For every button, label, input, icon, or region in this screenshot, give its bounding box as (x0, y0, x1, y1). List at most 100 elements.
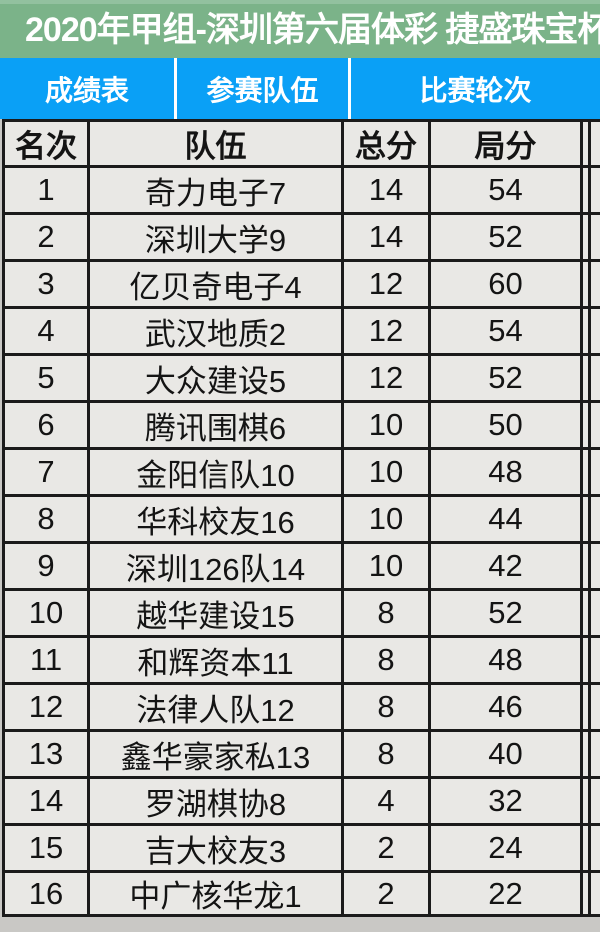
game-score-cell: 32 (428, 779, 583, 823)
team-cell: 大众建设5 (87, 356, 341, 400)
team-column-header: 队伍 (87, 122, 341, 165)
cutoff-column-stub (588, 215, 600, 259)
game-score-cell: 46 (428, 685, 583, 729)
total-score-column-header: 总分 (341, 122, 428, 165)
team-cell: 法律人队12 (87, 685, 341, 729)
rank-cell: 16 (2, 873, 87, 914)
total-score-cell: 14 (341, 168, 428, 212)
tab-match-rounds[interactable]: 比赛轮次 (351, 58, 600, 119)
table-row: 14 罗湖棋协8 4 32 (2, 776, 600, 823)
table-row: 16 中广核华龙1 2 22 (2, 870, 600, 917)
rank-cell: 5 (2, 356, 87, 400)
column-gap (583, 732, 588, 776)
column-gap (583, 591, 588, 635)
total-score-cell: 8 (341, 732, 428, 776)
game-score-cell: 52 (428, 356, 583, 400)
team-cell: 华科校友16 (87, 497, 341, 541)
team-cell: 深圳大学9 (87, 215, 341, 259)
column-gap (583, 309, 588, 353)
rank-cell: 1 (2, 168, 87, 212)
cutoff-column-stub (588, 685, 600, 729)
cutoff-column-stub (588, 403, 600, 447)
game-score-cell: 42 (428, 544, 583, 588)
team-cell: 吉大校友3 (87, 826, 341, 870)
table-row: 4 武汉地质2 12 54 (2, 306, 600, 353)
table-row: 1 奇力电子7 14 54 (2, 165, 600, 212)
cutoff-column-stub (588, 262, 600, 306)
page-title: 2020年甲组-深圳第六届体彩 捷盛珠宝杯围 (25, 11, 600, 49)
table-row: 7 金阳信队10 10 48 (2, 447, 600, 494)
table-row: 2 深圳大学9 14 52 (2, 212, 600, 259)
game-score-cell: 48 (428, 450, 583, 494)
total-score-cell: 8 (341, 591, 428, 635)
table-row: 5 大众建设5 12 52 (2, 353, 600, 400)
total-score-cell: 10 (341, 544, 428, 588)
rank-cell: 13 (2, 732, 87, 776)
total-score-cell: 8 (341, 685, 428, 729)
tab-participating-teams[interactable]: 参赛队伍 (177, 58, 348, 119)
cutoff-column-stub (588, 873, 600, 914)
total-score-cell: 2 (341, 873, 428, 914)
game-score-cell: 48 (428, 638, 583, 682)
column-gap (583, 497, 588, 541)
rank-cell: 12 (2, 685, 87, 729)
rank-cell: 6 (2, 403, 87, 447)
rank-cell: 2 (2, 215, 87, 259)
team-cell: 鑫华豪家私13 (87, 732, 341, 776)
table-body: 1 奇力电子7 14 54 2 深圳大学9 14 52 3 亿贝奇电子4 12 60 4 武汉地质2 12 5… (2, 165, 600, 917)
game-score-cell: 40 (428, 732, 583, 776)
total-score-cell: 14 (341, 215, 428, 259)
table-row: 9 深圳126队14 10 42 (2, 541, 600, 588)
column-gap (583, 544, 588, 588)
table-row: 13 鑫华豪家私13 8 40 (2, 729, 600, 776)
column-gap (583, 215, 588, 259)
cutoff-column-stub (588, 779, 600, 823)
column-gap (583, 450, 588, 494)
game-score-cell: 50 (428, 403, 583, 447)
cutoff-column-stub (588, 450, 600, 494)
rank-cell: 3 (2, 262, 87, 306)
table-row: 12 法律人队12 8 46 (2, 682, 600, 729)
table-row: 15 吉大校友3 2 24 (2, 823, 600, 870)
cutoff-column-stub (588, 122, 600, 165)
total-score-cell: 8 (341, 638, 428, 682)
rank-cell: 14 (2, 779, 87, 823)
rank-cell: 7 (2, 450, 87, 494)
column-gap (583, 826, 588, 870)
team-cell: 越华建设15 (87, 591, 341, 635)
total-score-cell: 10 (341, 497, 428, 541)
rank-cell: 9 (2, 544, 87, 588)
table-row: 6 腾讯围棋6 10 50 (2, 400, 600, 447)
team-cell: 中广核华龙1 (87, 873, 341, 914)
team-cell: 深圳126队14 (87, 544, 341, 588)
total-score-cell: 12 (341, 309, 428, 353)
column-gap (583, 356, 588, 400)
total-score-cell: 12 (341, 262, 428, 306)
column-gap (583, 779, 588, 823)
cutoff-column-stub (588, 638, 600, 682)
game-score-cell: 52 (428, 591, 583, 635)
rank-column-header: 名次 (2, 122, 87, 165)
cutoff-column-stub (588, 826, 600, 870)
standings-table: 名次 队伍 总分 局分 1 奇力电子7 14 54 2 深圳大学9 14 52 3 亿贝奇电子4 1… (2, 119, 600, 917)
table-row: 3 亿贝奇电子4 12 60 (2, 259, 600, 306)
cutoff-column-stub (588, 497, 600, 541)
team-cell: 金阳信队10 (87, 450, 341, 494)
cutoff-column-stub (588, 732, 600, 776)
game-score-cell: 24 (428, 826, 583, 870)
table-header-row: 名次 队伍 总分 局分 (2, 119, 600, 165)
cutoff-column-stub (588, 309, 600, 353)
game-score-cell: 54 (428, 309, 583, 353)
game-score-cell: 22 (428, 873, 583, 914)
team-cell: 罗湖棋协8 (87, 779, 341, 823)
title-bar: 2020年甲组-深圳第六届体彩 捷盛珠宝杯围 (0, 0, 600, 58)
game-score-cell: 60 (428, 262, 583, 306)
team-cell: 亿贝奇电子4 (87, 262, 341, 306)
tab-score-table[interactable]: 成绩表 (0, 58, 174, 119)
total-score-cell: 4 (341, 779, 428, 823)
team-cell: 腾讯围棋6 (87, 403, 341, 447)
cutoff-column-stub (588, 356, 600, 400)
table-row: 11 和辉资本11 8 48 (2, 635, 600, 682)
rank-cell: 10 (2, 591, 87, 635)
